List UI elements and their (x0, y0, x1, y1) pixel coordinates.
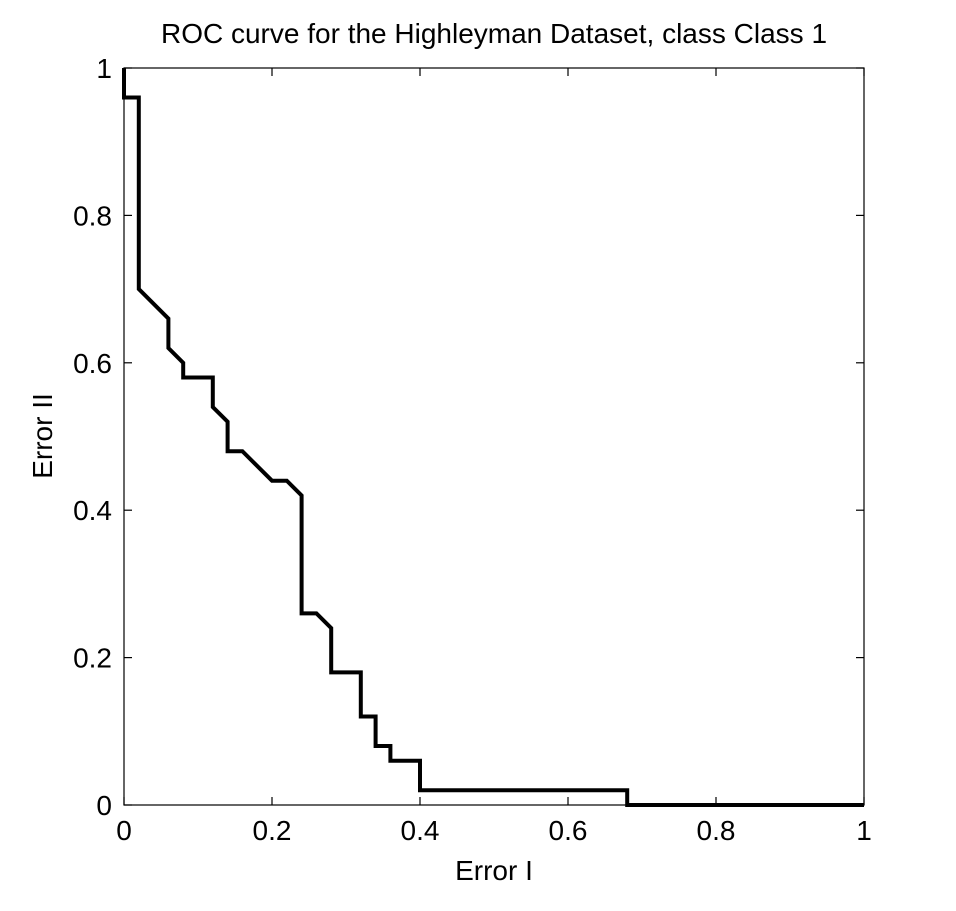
y-tick-label: 0.6 (73, 348, 112, 379)
y-tick-label: 0.2 (73, 643, 112, 674)
roc-curve-line (122, 68, 864, 807)
y-tick-label: 1 (96, 53, 112, 84)
y-tick-label: 0.4 (73, 495, 112, 526)
x-axis-label: Error I (455, 855, 533, 886)
x-tick-label: 0.4 (401, 815, 440, 846)
x-tick-label: 0.8 (697, 815, 736, 846)
x-tick-label: 0.6 (549, 815, 588, 846)
tick-labels-group: 0 0.2 0.4 0.6 0.8 1 0 0.2 0.4 0.6 0.8 1 (73, 53, 872, 846)
y-tick-label: 0.8 (73, 200, 112, 231)
y-axis-label: Error II (27, 393, 58, 479)
x-tick-label: 0 (116, 815, 132, 846)
plot-frame (123, 67, 865, 806)
y-tick-label: 0 (96, 790, 112, 821)
x-tick-label: 0.2 (253, 815, 292, 846)
chart-title: ROC curve for the Highleyman Dataset, cl… (161, 18, 827, 49)
x-tick-label: 1 (856, 815, 872, 846)
